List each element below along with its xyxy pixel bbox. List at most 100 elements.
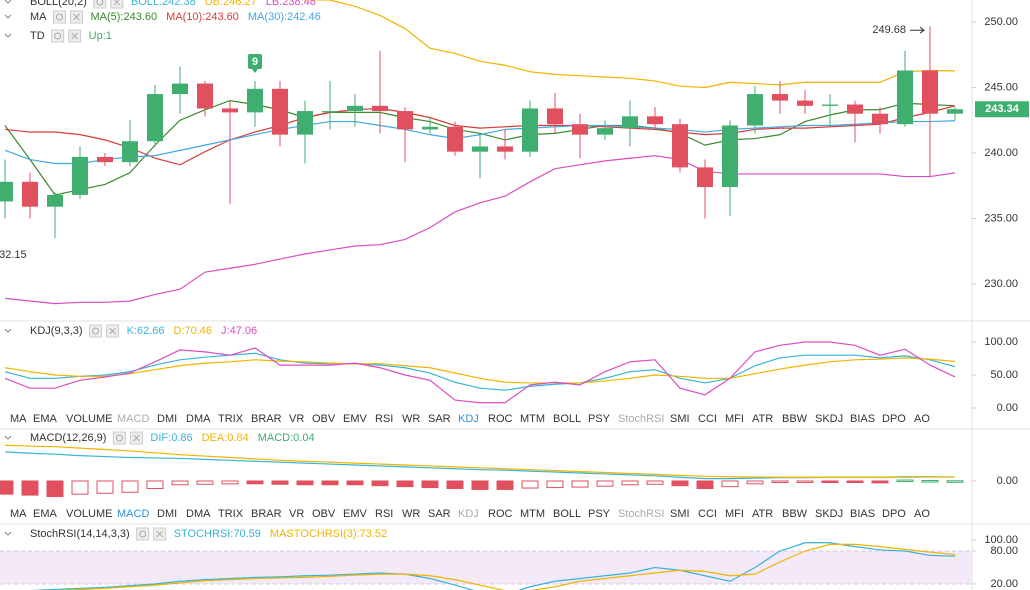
td-marker-box (248, 54, 262, 69)
indicator-tab[interactable]: VR (289, 508, 304, 520)
indicator-tab[interactable]: ROC (488, 413, 513, 425)
indicator-tab[interactable]: MACD (117, 413, 149, 425)
y-tick-label: 100.00 (984, 336, 1018, 348)
indicator-tab[interactable]: BBW (782, 508, 808, 520)
indicator-tab[interactable]: DMA (186, 508, 211, 520)
indicator-tab[interactable]: EMV (343, 413, 368, 425)
legend-entry: MASTOCHRSI(3):73.52 (270, 528, 387, 540)
indicator-tab[interactable]: MTM (520, 508, 545, 520)
indicator-tab[interactable]: ROC (488, 508, 513, 520)
indicator-tab[interactable]: ATR (752, 508, 773, 520)
indicator-tab[interactable]: MFI (725, 413, 744, 425)
high-arrow (910, 26, 925, 34)
indicator-tab[interactable]: BOLL (553, 413, 581, 425)
settings-button[interactable] (89, 324, 103, 338)
settings-button[interactable] (112, 431, 126, 445)
settings-button[interactable] (93, 0, 107, 9)
indicator-tab[interactable]: KDJ (458, 508, 479, 520)
indicator-title: TD (30, 30, 45, 42)
indicator-tab[interactable]: WR (402, 413, 420, 425)
settings-button[interactable] (53, 10, 66, 24)
macd-bar (446, 480, 464, 490)
indicator-tab[interactable]: CCI (698, 508, 717, 520)
candle-body (322, 111, 338, 113)
indicator-line (30, 542, 956, 590)
collapse-chevron[interactable] (4, 531, 12, 536)
indicator-tab[interactable]: SAR (428, 508, 451, 520)
indicator-tab[interactable]: DPO (882, 508, 906, 520)
indicator-tab[interactable]: CCI (698, 413, 717, 425)
legend-entry: MA(5):243.60 (91, 11, 158, 23)
indicator-tab[interactable]: OBV (312, 413, 336, 425)
macd-bar (596, 480, 614, 487)
indicator-tab[interactable]: SMI (670, 413, 690, 425)
indicator-tab[interactable]: WR (402, 508, 420, 520)
indicator-tab[interactable]: AO (914, 508, 930, 520)
macd-bar (821, 480, 839, 483)
collapse-chevron[interactable] (4, 33, 12, 38)
macd-bar (771, 480, 789, 483)
collapse-chevron[interactable] (4, 328, 12, 333)
macd-bar (921, 480, 939, 483)
indicator-tab[interactable]: MA (10, 508, 27, 520)
indicator-tab[interactable]: MACD (117, 508, 149, 520)
last-price-tag (975, 101, 1029, 118)
indicator-tab[interactable]: BOLL (553, 508, 581, 520)
indicator-tab[interactable]: SAR (428, 413, 451, 425)
indicator-tab[interactable]: SMI (670, 508, 690, 520)
settings-button[interactable] (136, 527, 150, 541)
indicator-tab[interactable]: BBW (782, 413, 808, 425)
close-button[interactable] (110, 0, 124, 9)
indicator-tab[interactable]: EMA (33, 508, 58, 520)
indicator-tab[interactable]: DMI (157, 413, 177, 425)
y-tick-label: 245.00 (984, 81, 1018, 93)
indicator-tab[interactable]: SKDJ (815, 413, 843, 425)
indicator-tab[interactable]: DPO (882, 413, 906, 425)
macd-bar (846, 480, 864, 483)
macd-bar (621, 480, 639, 486)
indicator-tab[interactable]: KDJ (458, 413, 479, 425)
indicator-tab[interactable]: OBV (312, 508, 336, 520)
indicator-tab[interactable]: TRIX (218, 508, 244, 520)
indicator-tab[interactable]: DMI (157, 508, 177, 520)
candle-body (372, 105, 388, 112)
high-annotation: 249.68 (872, 24, 906, 36)
y-tick-label: 0.00 (997, 475, 1018, 487)
indicator-tab[interactable]: RSI (375, 508, 393, 520)
indicator-tab[interactable]: BIAS (850, 413, 875, 425)
settings-button[interactable] (51, 29, 65, 43)
indicator-tab[interactable]: EMV (343, 508, 368, 520)
indicator-tab[interactable]: SKDJ (815, 508, 843, 520)
indicator-tab[interactable]: BIAS (850, 508, 875, 520)
indicator-tab[interactable]: DMA (186, 413, 211, 425)
indicator-tab[interactable]: VOLUME (66, 508, 112, 520)
close-icon (73, 13, 80, 21)
indicator-tab[interactable]: PSY (588, 413, 611, 425)
legend-entry: DIF:0.86 (150, 432, 192, 444)
indicator-tab[interactable]: VOLUME (66, 413, 112, 425)
indicator-tab[interactable]: StochRSI (618, 413, 664, 425)
indicator-tab[interactable]: StochRSI (618, 508, 664, 520)
collapse-chevron[interactable] (4, 435, 12, 440)
macd-bar (546, 480, 564, 489)
indicator-tab[interactable]: BRAR (251, 413, 282, 425)
indicator-tab[interactable]: MA (10, 413, 27, 425)
candle-body (722, 125, 738, 188)
indicator-tab[interactable]: BRAR (251, 508, 282, 520)
indicator-tab[interactable]: AO (914, 413, 930, 425)
indicator-tab[interactable]: EMA (33, 413, 58, 425)
indicator-tab[interactable]: PSY (588, 508, 611, 520)
candle-body (497, 146, 513, 152)
indicator-tab[interactable]: ATR (752, 413, 773, 425)
collapse-chevron[interactable] (4, 0, 12, 4)
indicator-tab[interactable]: MFI (725, 508, 744, 520)
indicator-tab[interactable]: MTM (520, 413, 545, 425)
indicator-tab[interactable]: RSI (375, 413, 393, 425)
indicator-tab[interactable]: VR (289, 413, 304, 425)
macd-bar (896, 479, 914, 483)
collapse-chevron[interactable] (4, 14, 12, 19)
macd-bar (471, 480, 489, 490)
indicator-tab[interactable]: TRIX (218, 413, 244, 425)
legend-entry: D:70.46 (174, 325, 213, 337)
